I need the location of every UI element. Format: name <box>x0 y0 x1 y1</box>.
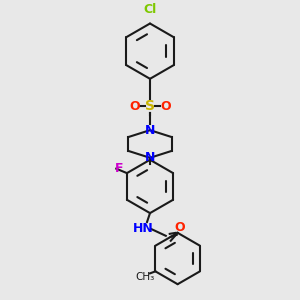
Text: S: S <box>145 100 155 113</box>
Text: Cl: Cl <box>143 3 157 16</box>
Text: CH₃: CH₃ <box>136 272 155 282</box>
Text: N: N <box>145 124 155 137</box>
Text: O: O <box>174 221 185 234</box>
Text: O: O <box>160 100 171 113</box>
Text: O: O <box>129 100 140 113</box>
Text: F: F <box>115 162 124 175</box>
Text: N: N <box>145 151 155 164</box>
Text: HN: HN <box>133 222 154 236</box>
